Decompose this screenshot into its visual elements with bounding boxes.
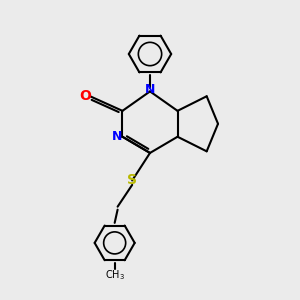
Text: N: N xyxy=(145,83,155,96)
Text: O: O xyxy=(79,89,91,103)
Text: N: N xyxy=(112,130,123,143)
Text: CH$_3$: CH$_3$ xyxy=(105,269,125,283)
Text: S: S xyxy=(127,173,137,188)
